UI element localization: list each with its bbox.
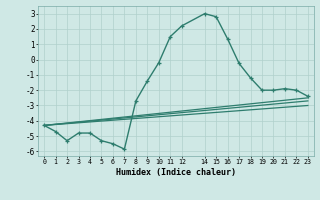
X-axis label: Humidex (Indice chaleur): Humidex (Indice chaleur): [116, 168, 236, 177]
